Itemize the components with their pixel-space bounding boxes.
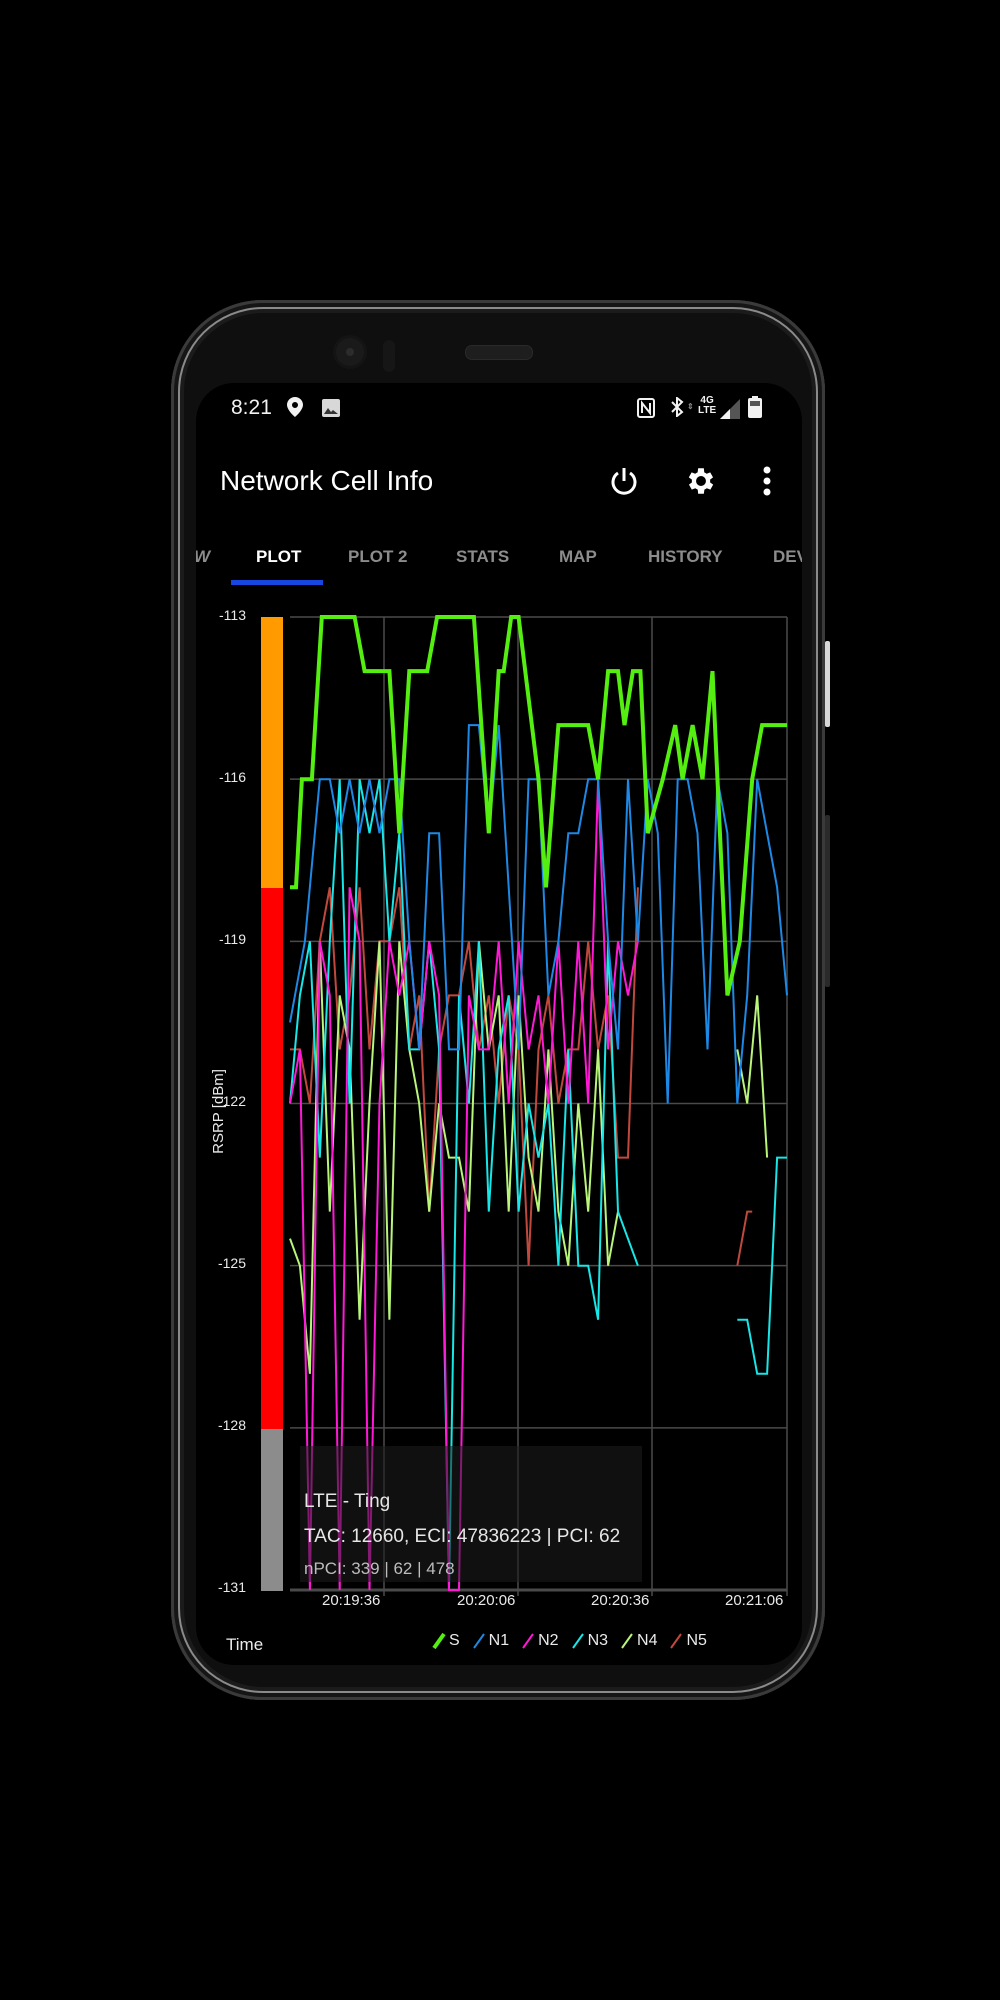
chart-legend: S N1 N2 N3 N4 N5 <box>432 1632 707 1650</box>
legend-item-n3: N3 <box>571 1632 608 1650</box>
proximity-sensor <box>383 340 395 372</box>
volume-side-button <box>825 815 830 987</box>
nfc-icon <box>637 398 655 423</box>
tab-dev[interactable]: DEV <box>773 547 802 566</box>
x-tick: 20:20:36 <box>591 1592 650 1609</box>
legend-item-n5: N5 <box>669 1632 707 1650</box>
cell-info-overlay: LTE - Ting TAC: 12660, ECI: 47836223 | P… <box>300 1446 642 1582</box>
image-icon <box>322 399 340 422</box>
cell-identity: TAC: 12660, ECI: 47836223 | PCI: 62 <box>304 1526 621 1547</box>
signal-quality-band-none <box>261 1429 283 1591</box>
tab-overview[interactable]: W <box>196 547 210 567</box>
y-tick: -122 <box>217 1093 246 1109</box>
legend-item-n4: N4 <box>620 1632 657 1650</box>
screen: 8:21 ⇕ 4G LTE Network Cell Info <box>196 383 802 1665</box>
legend-item-n2: N2 <box>521 1632 559 1650</box>
y-tick: -131 <box>217 1579 246 1595</box>
status-time: 8:21 <box>231 396 272 419</box>
more-vert-icon[interactable] <box>745 459 789 503</box>
signal-quality-band-poor <box>261 888 283 1429</box>
tab-bar: W PLOT PLOT 2 STATS MAP HISTORY DEV <box>196 533 802 585</box>
settings-gear-icon[interactable] <box>679 459 723 503</box>
y-tick: -119 <box>219 931 246 947</box>
tab-stats[interactable]: STATS <box>456 547 510 566</box>
active-tab-indicator <box>231 580 323 585</box>
x-tick: 20:19:36 <box>322 1592 381 1609</box>
neighbor-pci: nPCI: 339 | 62 | 478 <box>304 1559 455 1578</box>
signal-icon <box>720 399 740 424</box>
tab-plot-2[interactable]: PLOT 2 <box>348 547 408 566</box>
battery-icon <box>748 396 762 423</box>
cell-network: LTE - Ting <box>304 1491 391 1512</box>
status-bar: 8:21 ⇕ 4G LTE <box>196 383 802 433</box>
power-icon[interactable] <box>602 459 646 503</box>
plot-lines <box>289 615 788 1596</box>
x-tick: 20:21:06 <box>725 1592 784 1609</box>
tab-plot[interactable]: PLOT <box>256 547 302 566</box>
lte-4g-icon: ⇕ 4G LTE <box>687 395 717 416</box>
bluetooth-icon <box>670 395 684 422</box>
location-pin-icon <box>287 397 303 422</box>
y-tick: -116 <box>219 769 246 785</box>
tab-map[interactable]: MAP <box>559 547 597 566</box>
rsrp-plot[interactable]: RSRP [dBm] -113 -116 -119 -122 -125 -128… <box>196 585 802 1665</box>
legend-item-n1: N1 <box>472 1632 509 1650</box>
earpiece-speaker <box>465 345 533 360</box>
y-tick: -125 <box>217 1255 246 1271</box>
app-bar: Network Cell Info <box>196 433 802 533</box>
y-tick: -113 <box>219 607 246 623</box>
tab-history[interactable]: HISTORY <box>648 547 723 566</box>
power-side-button <box>825 641 830 727</box>
signal-quality-band-fair <box>261 617 283 888</box>
x-axis-title: Time <box>226 1635 264 1654</box>
y-tick: -128 <box>217 1417 246 1433</box>
app-title: Network Cell Info <box>220 465 434 496</box>
front-camera-icon <box>336 338 364 366</box>
legend-item-s: S <box>432 1632 460 1650</box>
x-tick: 20:20:06 <box>457 1592 516 1609</box>
